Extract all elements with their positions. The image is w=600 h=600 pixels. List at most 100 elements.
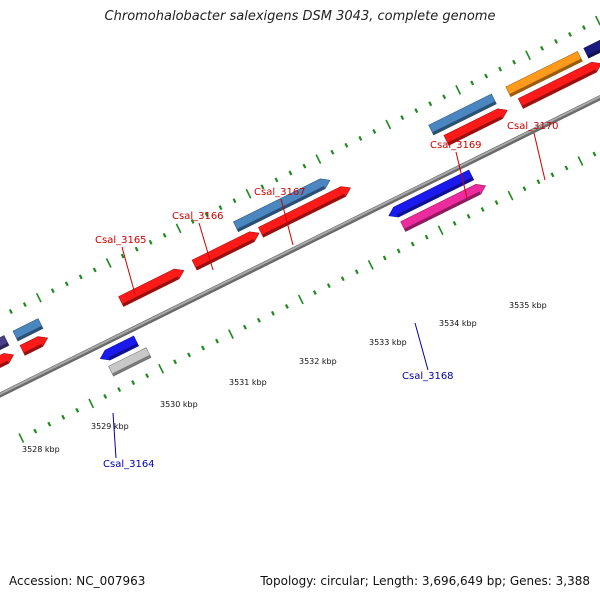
scale-tick [592, 151, 597, 157]
cds-feature [12, 318, 44, 342]
scale-tick [92, 267, 97, 273]
scale-tick [218, 205, 223, 211]
scale-tick [47, 421, 52, 427]
scale-tick [117, 387, 122, 392]
scale-tick [190, 219, 195, 224]
scale-tick [480, 207, 485, 212]
gene-leader-line [455, 151, 468, 199]
scale-tick [385, 119, 392, 130]
scale-tick [498, 66, 503, 72]
scale-tick [134, 246, 139, 252]
scale-tick [340, 276, 345, 282]
scale-tick [470, 80, 475, 86]
scale-tick [577, 156, 584, 166]
gene-leader-line [198, 222, 214, 271]
scale-tick [358, 135, 363, 141]
map-title: Chromohalobacter salexigens DSM 3043, co… [104, 9, 496, 24]
scale-tick [344, 142, 349, 148]
scale-tick [33, 428, 38, 434]
scale-tick [8, 309, 13, 314]
cds-feature [191, 231, 260, 271]
scale-tick [428, 101, 433, 107]
scale-tick [50, 288, 55, 294]
scale-tick [232, 198, 237, 204]
scale-tick [120, 253, 125, 259]
kbp-tick-label: 3532 kbp [299, 357, 337, 366]
cds-feature [505, 51, 583, 98]
scale-tick [173, 359, 178, 365]
scale-tick [105, 258, 112, 268]
cds-feature [517, 61, 600, 109]
scale-tick [540, 45, 545, 51]
scale-tick [245, 188, 252, 199]
scale-tick [410, 241, 415, 247]
scale-tick [382, 255, 387, 261]
scale-tick [525, 50, 531, 61]
cds-feature [108, 347, 152, 377]
gene-label: Csal_3166 [172, 211, 224, 222]
scale-tick [315, 154, 322, 164]
scale-tick [442, 94, 447, 100]
scale-tick [256, 317, 261, 323]
scale-tick [455, 85, 462, 95]
scale-tick [78, 274, 83, 280]
scale-tick [260, 184, 265, 190]
gene-label: Csal_3165 [95, 235, 147, 246]
scale-tick [330, 149, 335, 155]
gene-leader-line [112, 412, 117, 459]
scale-tick [484, 73, 489, 79]
scale-tick [201, 345, 205, 351]
scale-tick [354, 269, 359, 275]
kbp-tick-label: 3535 kbp [509, 301, 547, 310]
accession-text: Accession: NC_007963 [9, 574, 146, 588]
cds-feature [583, 39, 600, 59]
scale-tick [187, 352, 192, 358]
scale-tick [270, 310, 275, 316]
lower-scale-track [18, 151, 597, 443]
scale-tick [22, 302, 27, 308]
scale-tick [88, 398, 95, 409]
scale-tick [564, 165, 569, 171]
scale-tick [297, 294, 304, 305]
scale-tick [175, 223, 182, 234]
cds-feature [99, 335, 139, 361]
upper-scale-track [8, 15, 600, 314]
kbp-tick-label: 3534 kbp [439, 319, 477, 328]
scale-tick [131, 380, 136, 386]
gene-leader-line [280, 198, 294, 246]
cds-feature [0, 353, 15, 368]
scale-tick [466, 213, 471, 219]
gene-leader-line [533, 132, 546, 181]
scale-tick [522, 186, 527, 192]
gene-leader-line [121, 246, 136, 295]
scale-tick [288, 170, 293, 176]
scale-tick [228, 329, 234, 339]
scale-tick [148, 239, 153, 245]
scale-tick [372, 128, 377, 134]
scale-tick [595, 15, 600, 26]
kbp-tick-label: 3531 kbp [229, 378, 267, 387]
scale-tick [568, 32, 572, 37]
cds-feature [400, 183, 487, 232]
scale-tick [18, 433, 25, 443]
genome-summary-text: Topology: circular; Length: 3,696,649 bp… [260, 574, 590, 588]
scale-tick [64, 281, 69, 287]
cds-feature [388, 169, 475, 218]
gene-label: Csal_3167 [254, 187, 306, 198]
cds-feature [19, 336, 49, 356]
gene-label: Csal_3170 [507, 121, 559, 132]
scale-tick [582, 25, 586, 31]
scale-tick [162, 232, 167, 238]
scale-tick [326, 283, 331, 289]
scale-tick [204, 212, 209, 218]
scale-tick [452, 220, 457, 226]
scale-tick [35, 292, 42, 303]
scale-tick [400, 115, 405, 121]
scale-tick [536, 179, 541, 185]
scale-tick [61, 414, 66, 420]
scale-tick [424, 234, 429, 240]
cds-feature [118, 268, 185, 307]
cds-feature [428, 93, 497, 136]
cds-feature [443, 108, 508, 146]
scale-tick [284, 303, 289, 309]
